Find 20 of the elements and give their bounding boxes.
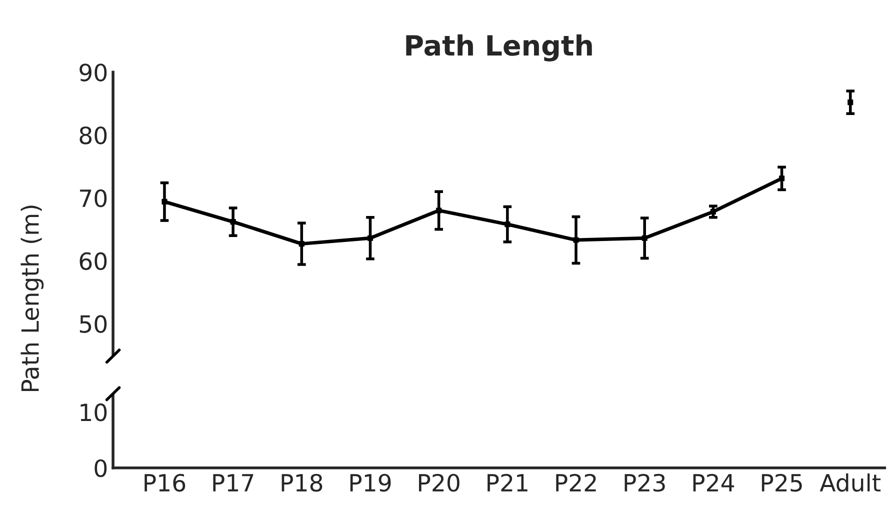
y-tick-label: 90 bbox=[80, 64, 107, 82]
x-tick-label: P17 bbox=[213, 474, 254, 492]
y-tick-label: 70 bbox=[80, 189, 107, 208]
chart-title: Path Length bbox=[406, 34, 592, 62]
y-axis-title: Path Length (m) bbox=[20, 206, 44, 392]
y-tick-label: 0 bbox=[94, 459, 107, 478]
y-tick-label: 80 bbox=[80, 126, 107, 144]
x-tick-label: P19 bbox=[350, 474, 391, 492]
x-tick-label: P21 bbox=[488, 474, 528, 492]
x-tick-label: P23 bbox=[624, 474, 665, 492]
x-tick-label: Adult bbox=[820, 473, 881, 492]
y-tick-label: 60 bbox=[80, 252, 107, 270]
y-tick-label: 50 bbox=[80, 315, 107, 333]
x-tick-label: P25 bbox=[762, 474, 802, 492]
y-tick-label: 10 bbox=[80, 403, 107, 422]
x-tick-label: P24 bbox=[693, 474, 734, 492]
x-tick-label: P22 bbox=[556, 474, 596, 492]
x-tick-label: P16 bbox=[144, 474, 186, 492]
x-tick-label: P20 bbox=[419, 474, 460, 492]
x-tick-label: P18 bbox=[282, 474, 322, 492]
